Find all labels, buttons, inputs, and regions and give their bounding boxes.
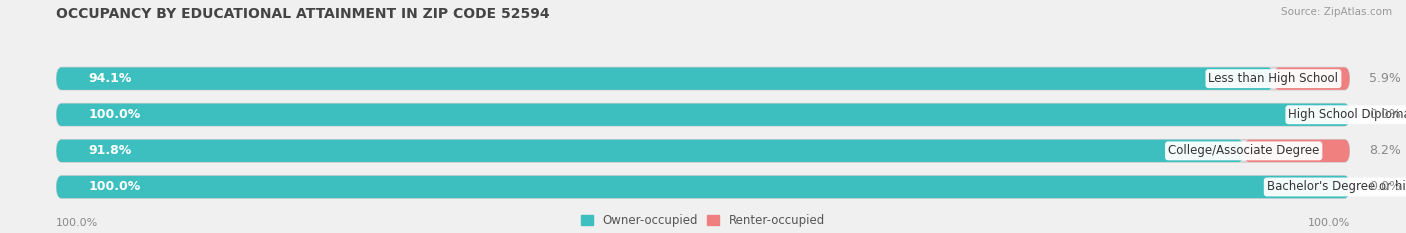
Text: 91.8%: 91.8% bbox=[89, 144, 132, 157]
Text: College/Associate Degree: College/Associate Degree bbox=[1168, 144, 1319, 157]
FancyBboxPatch shape bbox=[1244, 140, 1350, 162]
FancyBboxPatch shape bbox=[56, 67, 1350, 90]
Text: 100.0%: 100.0% bbox=[89, 108, 141, 121]
Text: Source: ZipAtlas.com: Source: ZipAtlas.com bbox=[1281, 7, 1392, 17]
Legend: Owner-occupied, Renter-occupied: Owner-occupied, Renter-occupied bbox=[581, 214, 825, 227]
Text: High School Diploma: High School Diploma bbox=[1288, 108, 1406, 121]
Text: 8.2%: 8.2% bbox=[1369, 144, 1400, 157]
Text: 0.0%: 0.0% bbox=[1369, 181, 1402, 193]
Text: OCCUPANCY BY EDUCATIONAL ATTAINMENT IN ZIP CODE 52594: OCCUPANCY BY EDUCATIONAL ATTAINMENT IN Z… bbox=[56, 7, 550, 21]
FancyBboxPatch shape bbox=[56, 140, 1350, 162]
Text: 0.0%: 0.0% bbox=[1369, 108, 1402, 121]
FancyBboxPatch shape bbox=[56, 67, 1274, 90]
FancyBboxPatch shape bbox=[56, 176, 1350, 198]
FancyBboxPatch shape bbox=[1274, 67, 1350, 90]
Text: 5.9%: 5.9% bbox=[1369, 72, 1400, 85]
Text: 100.0%: 100.0% bbox=[56, 218, 98, 228]
FancyBboxPatch shape bbox=[56, 140, 1244, 162]
Text: Bachelor's Degree or higher: Bachelor's Degree or higher bbox=[1267, 181, 1406, 193]
Text: 100.0%: 100.0% bbox=[89, 181, 141, 193]
Text: 94.1%: 94.1% bbox=[89, 72, 132, 85]
Text: 100.0%: 100.0% bbox=[1308, 218, 1350, 228]
Text: Less than High School: Less than High School bbox=[1208, 72, 1339, 85]
FancyBboxPatch shape bbox=[56, 176, 1350, 198]
FancyBboxPatch shape bbox=[56, 103, 1350, 126]
FancyBboxPatch shape bbox=[56, 103, 1350, 126]
